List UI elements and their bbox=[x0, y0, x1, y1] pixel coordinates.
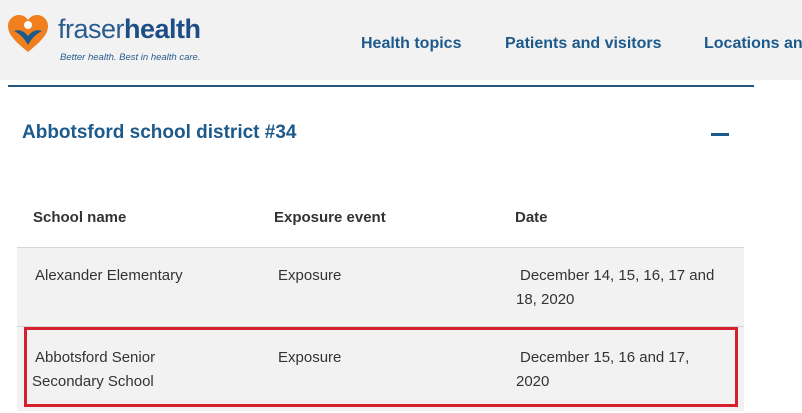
section-divider bbox=[8, 85, 754, 87]
brand-tagline: Better health. Best in health care. bbox=[60, 52, 201, 63]
table-row bbox=[17, 248, 744, 326]
brand-logo-part1: fraser bbox=[58, 14, 125, 44]
cell-date-line2: 18, 2020 bbox=[516, 291, 575, 308]
column-header-exposure-event: Exposure event bbox=[274, 209, 386, 226]
brand-logo-part2: health bbox=[124, 14, 201, 44]
heart-person-icon[interactable] bbox=[6, 14, 50, 54]
cell-exposure-event: Exposure bbox=[278, 267, 342, 284]
cell-school-name-line1: Abbotsford Senior bbox=[35, 349, 156, 366]
column-header-date: Date bbox=[515, 209, 548, 226]
minus-icon[interactable] bbox=[711, 133, 729, 136]
table-divider bbox=[17, 247, 744, 248]
cell-date-line2: 2020 bbox=[516, 373, 550, 390]
highlight-box bbox=[24, 327, 738, 407]
cell-date-line1: December 14, 15, 16, 17 and bbox=[520, 267, 715, 284]
cell-school-name-line2: Secondary School bbox=[32, 373, 154, 390]
cell-school-name: Alexander Elementary bbox=[35, 267, 183, 284]
table-row bbox=[17, 327, 744, 411]
table-divider bbox=[17, 326, 744, 327]
column-header-school-name: School name bbox=[33, 209, 127, 226]
cell-date-line1: December 15, 16 and 17, bbox=[520, 349, 690, 366]
nav-health-topics[interactable]: Health topics bbox=[361, 35, 462, 52]
nav-patients-visitors[interactable]: Patients and visitors bbox=[505, 35, 662, 52]
cell-exposure-event: Exposure bbox=[278, 349, 342, 366]
nav-locations[interactable]: Locations an bbox=[704, 35, 802, 52]
accordion-title[interactable]: Abbotsford school district #34 bbox=[22, 122, 297, 143]
site-header: fraserhealth Better health. Best in heal… bbox=[0, 0, 802, 80]
brand-logo-text[interactable]: fraserhealth bbox=[58, 14, 201, 45]
